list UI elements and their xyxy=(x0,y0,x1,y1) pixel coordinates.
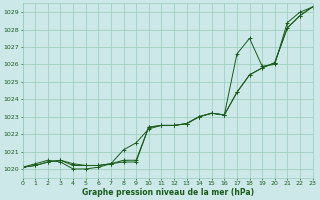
X-axis label: Graphe pression niveau de la mer (hPa): Graphe pression niveau de la mer (hPa) xyxy=(82,188,254,197)
